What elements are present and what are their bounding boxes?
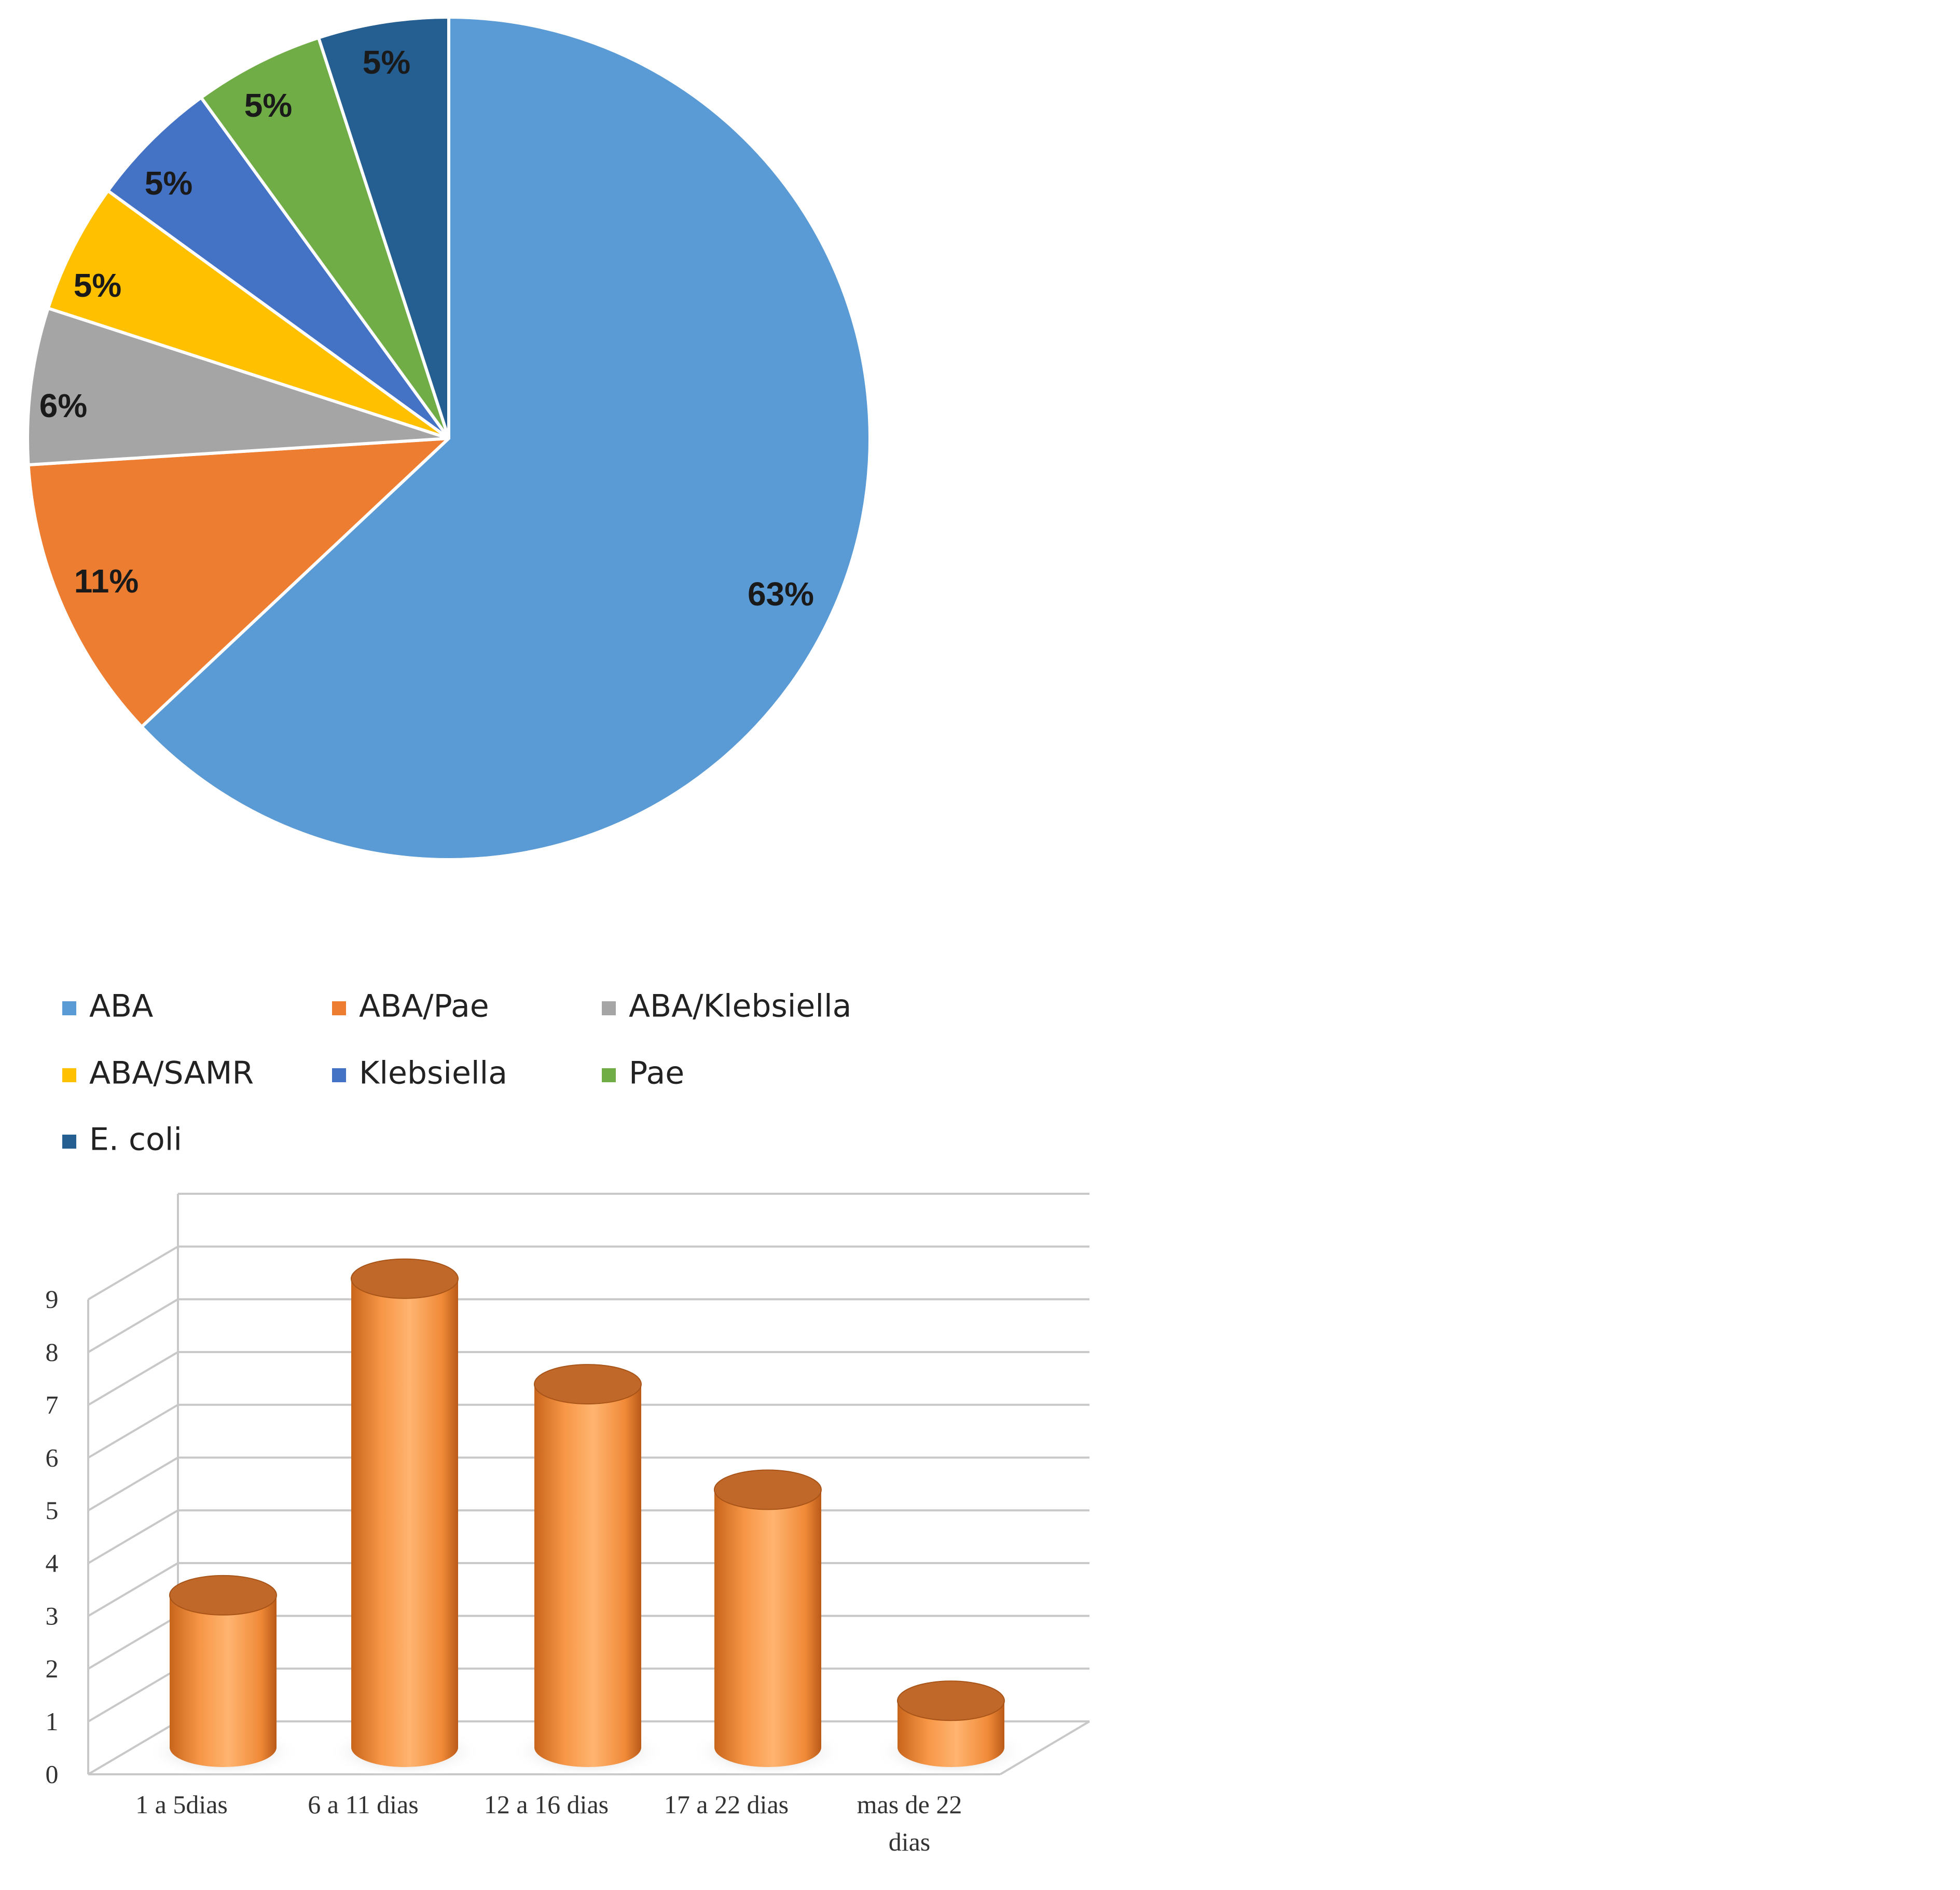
bar-body: [351, 1278, 458, 1767]
legend-swatch: [602, 1068, 616, 1082]
pie-legend: ABA ABA/Pae ABA/Klebsiella ABA/SAMR Klebsiel…: [62, 988, 851, 1158]
bar-chart: 0 1 2 3 4 5 6 7 8 9 1 a 5dias 6 a 11 dias 12 a 16 d…: [46, 1193, 1091, 1856]
bar-1-a-5dias: [146, 1575, 300, 1778]
legend-label: ABA/Klebsiella: [629, 988, 851, 1025]
legend-swatch: [62, 1001, 76, 1015]
gridline-depth: [87, 1720, 179, 1775]
pie-slice-aba-samr: [46, 189, 450, 440]
gridline-depth: [87, 1562, 179, 1617]
x-category-label: 1 a 5dias: [135, 1790, 228, 1819]
legend-label: ABA: [89, 988, 153, 1025]
pie-slice-aba-klebsiella: [26, 307, 450, 466]
bar-body: [714, 1489, 821, 1767]
pie-slice-pae: [199, 36, 450, 440]
pie-data-label-aba-klebsiella: 6%: [39, 387, 88, 424]
pie-slice-aba-pae: [26, 437, 450, 728]
legend-item-klebsiella: Klebsiella: [332, 1055, 507, 1092]
bar-6-a-11-dias: [328, 1258, 481, 1778]
bar-top: [534, 1364, 642, 1405]
y-tick-label: 1: [46, 1707, 59, 1736]
bar-17-a-22-dias: [691, 1469, 845, 1778]
pie-data-label-aba: 63%: [748, 575, 814, 613]
gridline-depth: [87, 1615, 179, 1670]
pie-data-label-e-coli: 5%: [363, 44, 411, 81]
y-tick-label: 3: [46, 1601, 59, 1630]
legend-label: ABA/SAMR: [89, 1055, 254, 1092]
legend-swatch: [602, 1001, 616, 1015]
gridline-depth: [87, 1509, 179, 1564]
x-category-label: 17 a 22 dias: [664, 1790, 789, 1819]
legend-swatch: [332, 1068, 346, 1082]
bar-top: [351, 1258, 459, 1299]
gridline-depth: [87, 1456, 179, 1512]
y-tick-label: 0: [46, 1759, 59, 1788]
x-category-label: 6 a 11 dias: [308, 1790, 418, 1819]
y-tick-label: 4: [46, 1549, 59, 1578]
pie-slice-e-coli: [317, 16, 450, 440]
legend-swatch: [62, 1135, 76, 1149]
bar-body: [170, 1595, 277, 1767]
bar-body: [534, 1384, 641, 1767]
y-axis-tick-labels: 0 1 2 3 4 5 6 7 8 9: [46, 1285, 59, 1788]
bar-top: [169, 1575, 277, 1616]
x-category-label: 12 a 16 dias: [484, 1790, 609, 1819]
legend-item-aba-samr: ABA/SAMR: [62, 1055, 254, 1092]
legend-item-aba: ABA: [62, 988, 153, 1025]
legend-label: ABA/Pae: [359, 988, 489, 1025]
gridline-depth: [87, 1245, 179, 1301]
legend-label: Pae: [629, 1055, 684, 1092]
legend-item-e-coli: E. coli: [62, 1122, 182, 1158]
pie-slices: [26, 16, 872, 861]
legend-item-aba-klebsiella: ABA/Klebsiella: [602, 988, 851, 1025]
legend-swatch: [62, 1068, 76, 1082]
bar-mas-de-22-dias: [874, 1680, 1028, 1778]
y-tick-label: 5: [46, 1496, 59, 1525]
x-category-label: mas de 22 dias: [857, 1790, 962, 1856]
pie-data-label-klebsiella: 5%: [145, 164, 193, 202]
pie-data-label-pae: 5%: [244, 87, 293, 124]
pie-data-label-aba-pae: 11%: [74, 562, 139, 600]
gridline-depth: [87, 1404, 179, 1459]
bar-top: [714, 1469, 822, 1510]
pie-chart: 63% 11% 6% 5% 5% 5% 5%: [26, 16, 872, 861]
y-tick-label: 9: [46, 1285, 59, 1314]
bar-12-a-16-dias: [511, 1364, 665, 1778]
pie-slice-aba: [140, 16, 872, 861]
pie-data-label-aba-samr: 5%: [74, 267, 122, 304]
legend-label: E. coli: [89, 1122, 182, 1158]
y-tick-label: 2: [46, 1654, 59, 1683]
legend-item-pae: Pae: [602, 1055, 684, 1092]
legend-label: Klebsiella: [359, 1055, 507, 1092]
pie-data-labels: 63% 11% 6% 5% 5% 5% 5%: [39, 44, 814, 613]
y-tick-label: 7: [46, 1390, 59, 1419]
gridline-depth: [87, 1351, 179, 1406]
bar-top: [897, 1680, 1005, 1721]
bar-chart-bars: [146, 1258, 1028, 1778]
legend-item-aba-pae: ABA/Pae: [332, 988, 489, 1025]
legend-swatch: [332, 1001, 346, 1015]
y-tick-label: 6: [46, 1443, 59, 1472]
x-axis-category-labels: 1 a 5dias 6 a 11 dias 12 a 16 dias 17 a 22 …: [135, 1790, 962, 1856]
pie-slice-klebsiella: [106, 96, 450, 440]
gridline-depth: [87, 1667, 179, 1723]
y-tick-label: 8: [46, 1337, 59, 1367]
gridline-depth: [87, 1298, 179, 1354]
